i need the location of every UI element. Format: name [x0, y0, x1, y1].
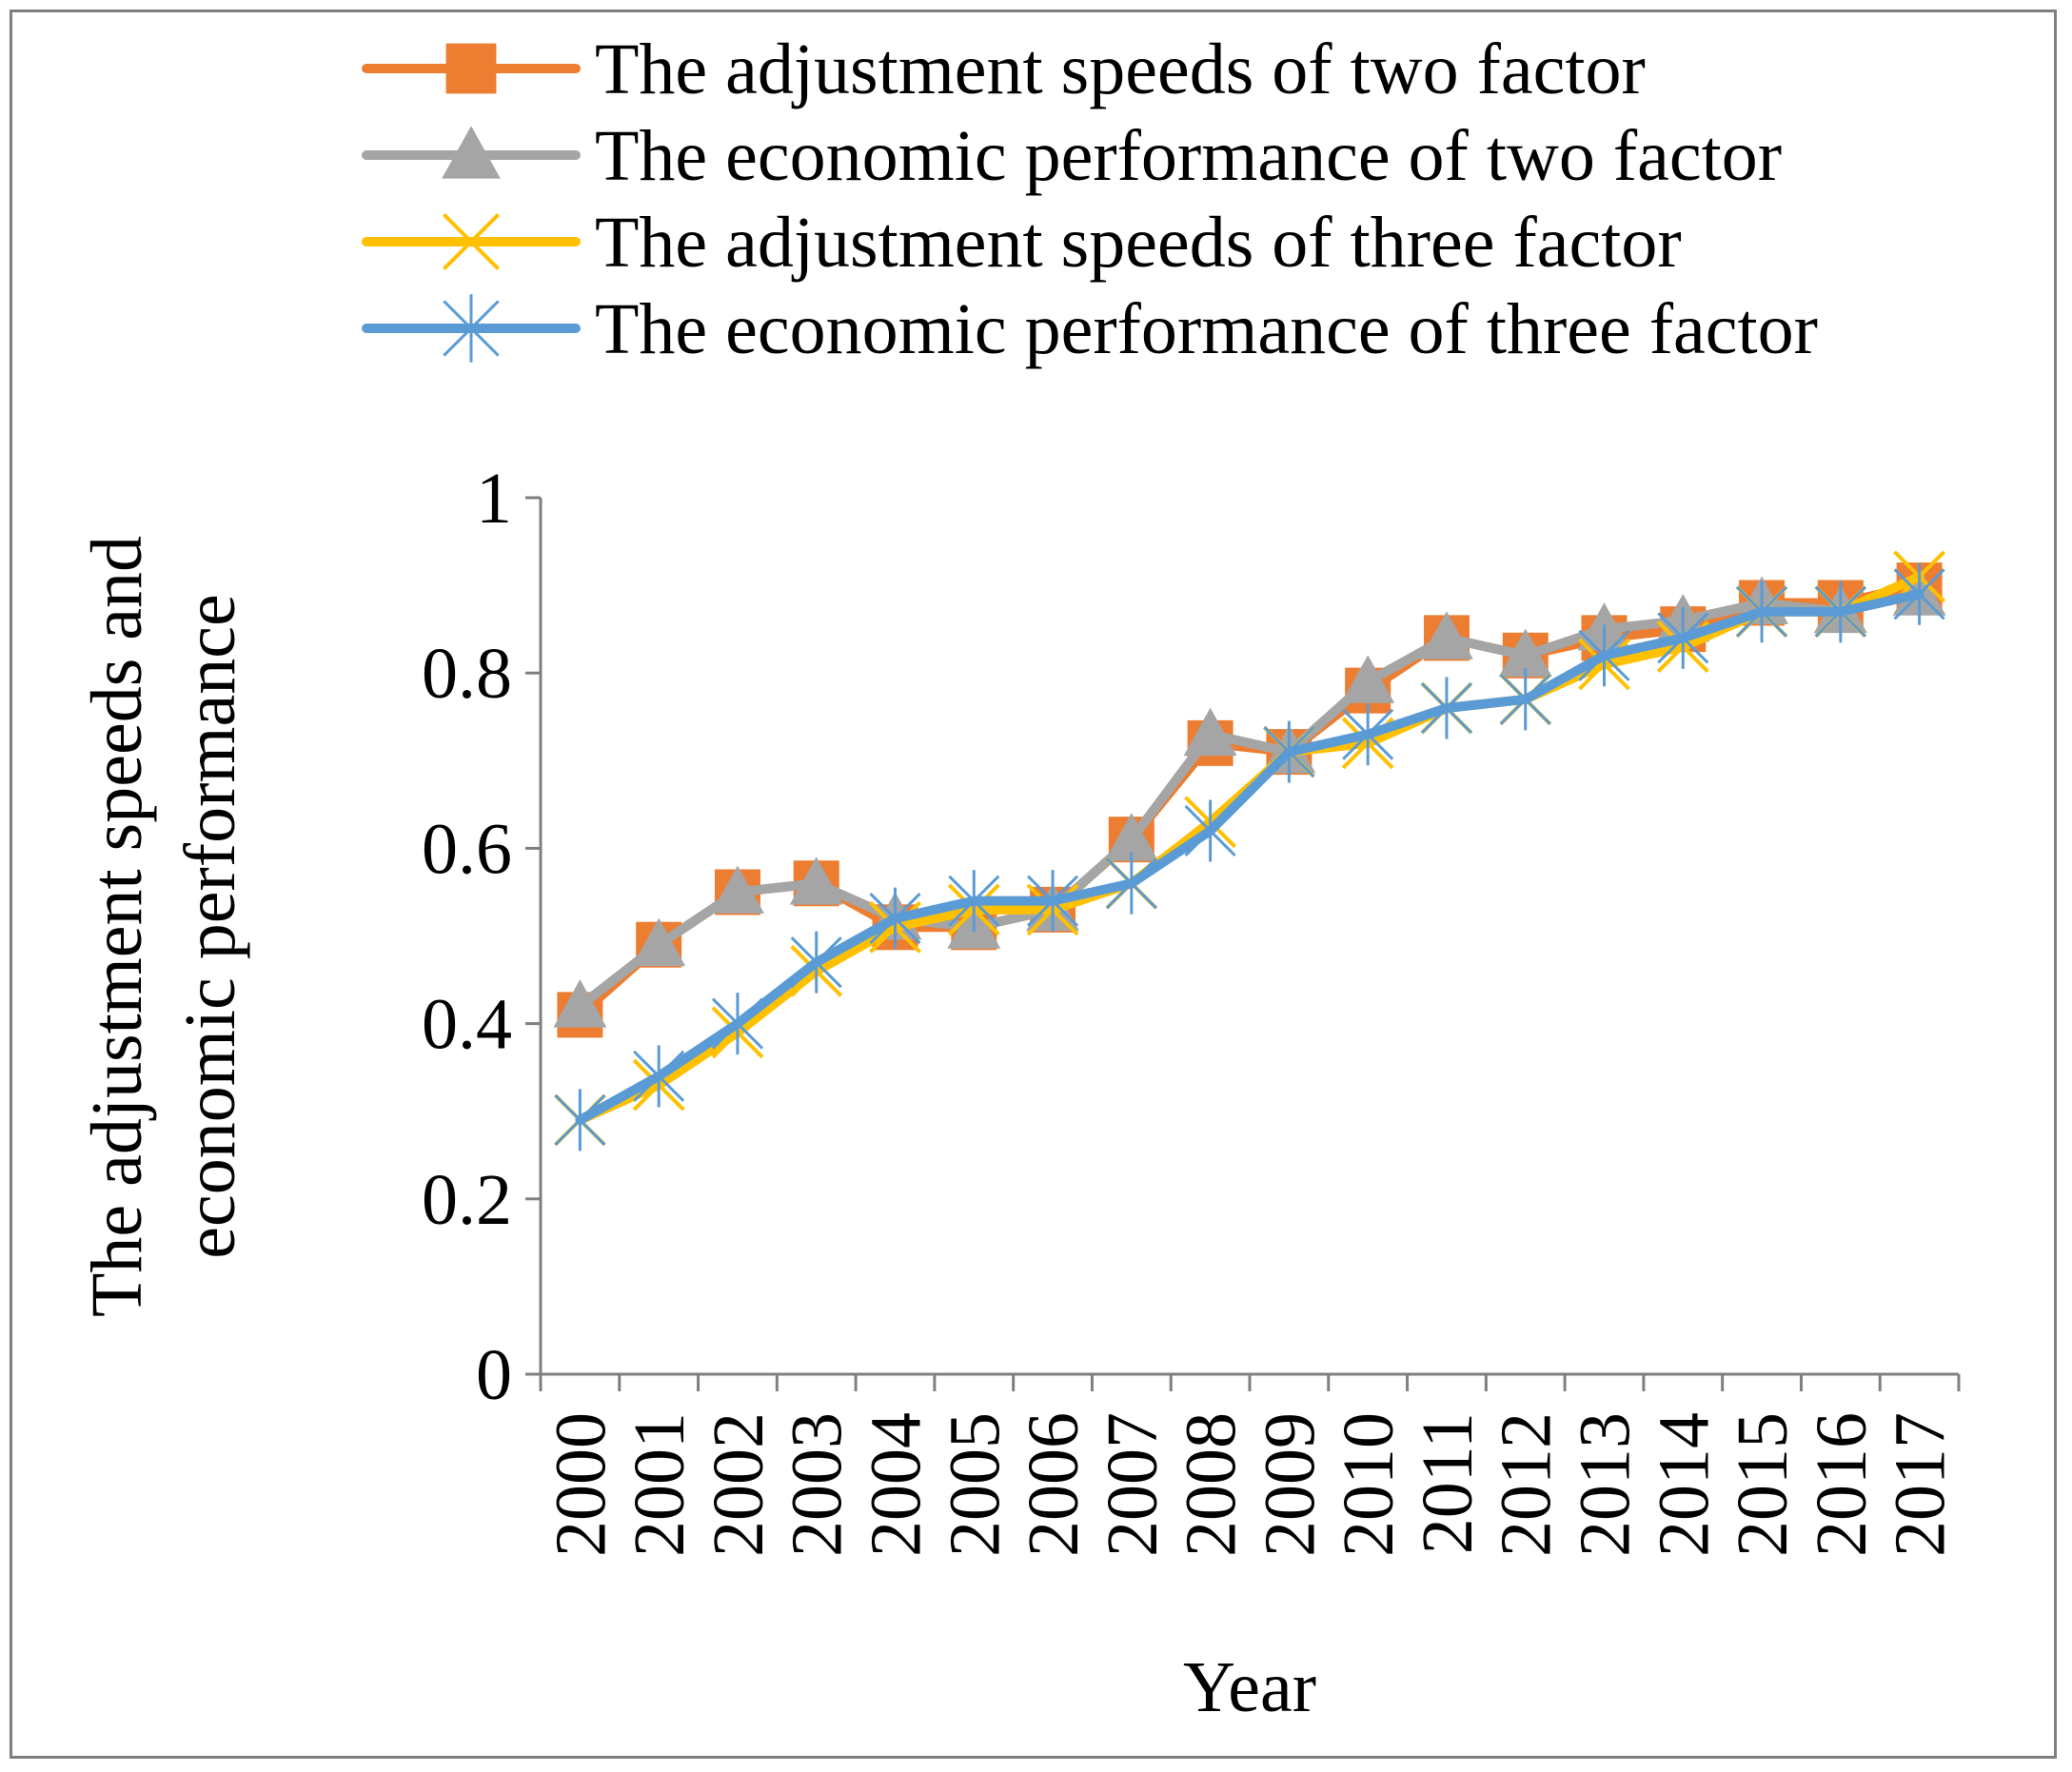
- x-tick-label: 2003: [778, 1412, 858, 1557]
- y-axis-title-line: economic performance: [170, 594, 250, 1258]
- series-line: [575, 589, 1924, 1012]
- series-marker: [1184, 799, 1236, 862]
- series-marker: [442, 126, 501, 179]
- series-marker: [710, 865, 764, 914]
- series-marker: [1105, 852, 1157, 915]
- x-tick-label: 2014: [1644, 1412, 1724, 1557]
- series-1: [557, 562, 1943, 1038]
- x-tick-label: 2010: [1329, 1412, 1409, 1557]
- y-axis-title: The adjustment speeds and economic perfor…: [77, 536, 250, 1317]
- legend-label: The adjustment speeds of two factor: [595, 30, 1646, 109]
- y-tick-label: 0.2: [422, 1160, 512, 1240]
- series-marker: [1341, 655, 1395, 703]
- series-marker: [789, 856, 843, 905]
- x-axis-title: Year: [1183, 1647, 1316, 1727]
- chart-frame: [10, 10, 2057, 1759]
- series-marker: [1342, 703, 1394, 766]
- series-marker: [1498, 628, 1552, 678]
- legend-item: The economic performance of three factor: [362, 289, 1818, 369]
- x-tick-label: 2009: [1250, 1412, 1330, 1557]
- series-marker: [1657, 606, 1709, 669]
- series-3: [553, 550, 1946, 1147]
- x-tick-label: 2004: [857, 1412, 937, 1557]
- y-tick-label: 0: [476, 1335, 512, 1415]
- series-marker: [554, 1089, 606, 1152]
- legend-label: The economic performance of three factor: [595, 289, 1818, 369]
- x-tick-label: 2005: [935, 1412, 1015, 1557]
- series-line: [575, 581, 1924, 1020]
- series-marker: [632, 917, 686, 967]
- x-tick-label: 2006: [1014, 1412, 1094, 1557]
- series-marker: [1735, 581, 1788, 643]
- legend-item: The adjustment speeds of two factor: [362, 30, 1646, 109]
- series-line: [575, 589, 1924, 1125]
- series-marker: [790, 931, 842, 994]
- x-tick-label: 2000: [541, 1412, 621, 1557]
- series-marker: [1893, 562, 1945, 625]
- legend-item: The adjustment speeds of three factor: [362, 203, 1682, 283]
- series-marker: [1420, 677, 1473, 739]
- series-marker: [1814, 581, 1866, 643]
- series-marker: [445, 43, 497, 94]
- x-tick-label: 2013: [1566, 1412, 1646, 1557]
- series-marker: [1578, 624, 1630, 687]
- series-marker: [948, 870, 1000, 933]
- series-marker: [711, 993, 764, 1055]
- series-marker: [1499, 668, 1551, 731]
- series-marker: [1183, 707, 1237, 757]
- x-tick-label: 2007: [1093, 1412, 1173, 1557]
- y-tick-label: 0.6: [422, 809, 512, 889]
- axes: 00.20.40.60.8120002001200220032004200520…: [422, 459, 1961, 1557]
- series-4: [554, 562, 1945, 1152]
- series-layer: [553, 550, 1946, 1152]
- series-line: [575, 571, 1924, 1125]
- series-marker: [443, 294, 500, 363]
- series-marker: [442, 212, 501, 271]
- y-axis-title-line: The adjustment speeds and: [77, 536, 157, 1317]
- series-marker: [1263, 720, 1315, 783]
- y-tick-label: 1: [476, 459, 512, 539]
- series-marker: [633, 1045, 685, 1108]
- y-tick-label: 0.4: [422, 985, 512, 1065]
- x-tick-label: 2015: [1723, 1412, 1803, 1557]
- series-marker: [1026, 870, 1079, 933]
- legend-item: The economic performance of two factor: [362, 116, 1782, 196]
- series-marker: [1419, 611, 1473, 660]
- series-marker: [553, 979, 607, 1028]
- x-tick-label: 2008: [1172, 1412, 1252, 1557]
- x-tick-label: 2016: [1802, 1412, 1882, 1557]
- y-tick-label: 0.8: [422, 634, 512, 714]
- x-tick-label: 2012: [1487, 1412, 1567, 1557]
- series-marker: [869, 887, 921, 950]
- x-tick-label: 2002: [699, 1412, 779, 1557]
- legend-label: The economic performance of two factor: [595, 116, 1782, 196]
- x-tick-label: 2011: [1408, 1412, 1488, 1554]
- x-tick-label: 2001: [620, 1412, 700, 1557]
- x-tick-label: 2017: [1881, 1412, 1961, 1557]
- legend-label: The adjustment speeds of three factor: [595, 203, 1682, 283]
- series-marker: [1104, 813, 1158, 861]
